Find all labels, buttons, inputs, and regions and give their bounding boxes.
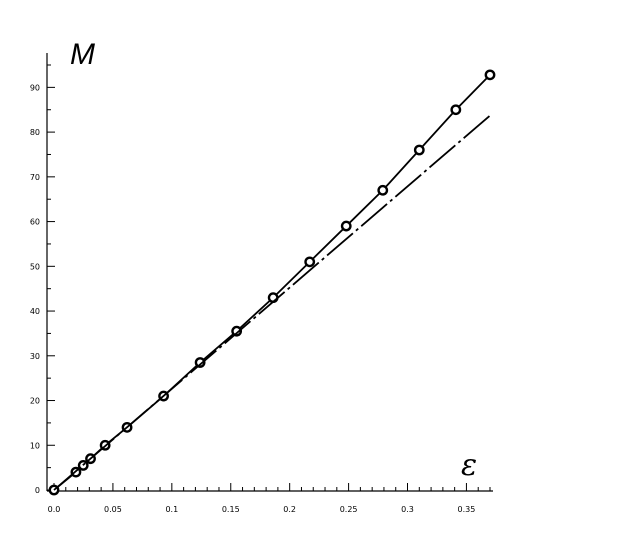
x-tick-label: 0.2 <box>283 505 296 514</box>
data-point <box>267 292 279 304</box>
y-tick-label: 90 <box>30 83 40 92</box>
x-tick-label: 0.05 <box>104 505 122 514</box>
data-point <box>413 144 425 156</box>
data-point <box>450 104 462 116</box>
series-layer <box>48 69 496 496</box>
y-axis-label: M <box>70 38 95 71</box>
y-tick-label: 30 <box>30 352 40 361</box>
data-point <box>304 256 316 268</box>
series-line <box>53 74 491 491</box>
x-axis-label: ε <box>461 448 477 483</box>
y-tick-label: 20 <box>30 397 40 406</box>
y-tick-label: 50 <box>30 262 40 271</box>
data-point <box>194 357 206 368</box>
y-tick-label: 70 <box>30 173 40 182</box>
x-tick-label: 0.0 <box>48 505 61 514</box>
y-tick-label: 0 <box>35 486 40 495</box>
y-tick-label: 10 <box>30 441 40 450</box>
y-tick-label: 80 <box>30 128 40 137</box>
y-axis: 0 10 20 30 40 50 60 70 80 90 M <box>30 38 95 495</box>
data-point <box>377 184 389 196</box>
x-tick-label: 0.1 <box>165 505 178 514</box>
x-ticks: 0.0 0.05 0.1 0.15 0.2 0.25 0.3 0.35 <box>48 483 491 514</box>
data-point <box>484 69 496 81</box>
x-tick-label: 0.25 <box>340 505 358 514</box>
x-tick-label: 0.3 <box>401 505 414 514</box>
x-axis: 0.0 0.05 0.1 0.15 0.2 0.25 0.3 0.35 ε <box>47 448 493 514</box>
data-point <box>340 220 352 232</box>
y-tick-label: 40 <box>30 307 40 316</box>
y-ticks: 0 10 20 30 40 50 60 70 80 90 <box>30 64 55 495</box>
asymptote-line <box>53 114 491 491</box>
y-tick-label: 60 <box>30 218 40 227</box>
data-point <box>231 325 243 337</box>
x-tick-label: 0.35 <box>458 505 476 514</box>
x-tick-label: 0.15 <box>222 505 240 514</box>
